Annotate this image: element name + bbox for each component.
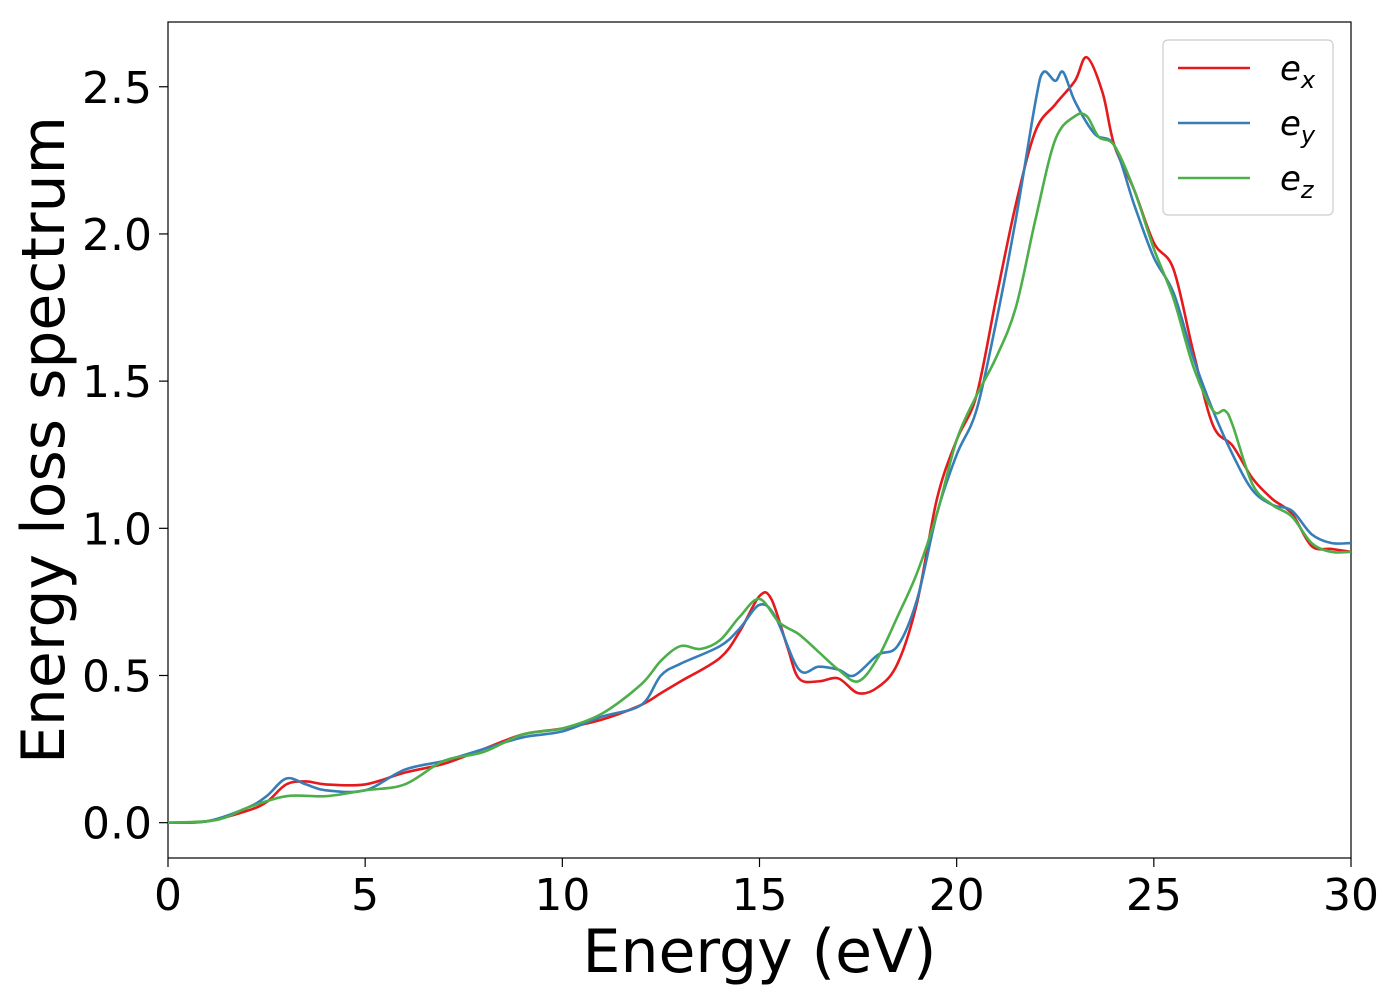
x-tick-label: 0	[154, 870, 182, 921]
x-tick-label: 30	[1323, 870, 1379, 921]
y-tick-label: 0.0	[82, 799, 152, 850]
x-axis-title: Energy (eV)	[583, 917, 937, 987]
y-tick-label: 2.0	[82, 210, 152, 261]
x-axis-ticks: 0 5 10 15 20 25 30	[154, 858, 1379, 921]
x-tick-label: 5	[351, 870, 379, 921]
x-tick-label: 20	[929, 870, 985, 921]
y-axis-title: Energy loss spectrum	[9, 116, 79, 764]
series-line-y	[168, 70, 1351, 825]
y-tick-label: 1.0	[82, 504, 152, 555]
y-tick-label: 1.5	[82, 357, 152, 408]
series-line-z	[168, 112, 1351, 824]
series-layer	[168, 56, 1351, 825]
y-tick-label: 2.5	[82, 63, 152, 114]
legend-box	[1162, 39, 1334, 216]
y-tick-label: 0.5	[82, 651, 152, 702]
x-tick-label: 10	[534, 870, 590, 921]
y-axis-ticks: 0.0 0.5 1.0 1.5 2.0 2.5	[82, 63, 168, 850]
x-tick-label: 25	[1126, 870, 1182, 921]
x-tick-label: 15	[732, 870, 788, 921]
